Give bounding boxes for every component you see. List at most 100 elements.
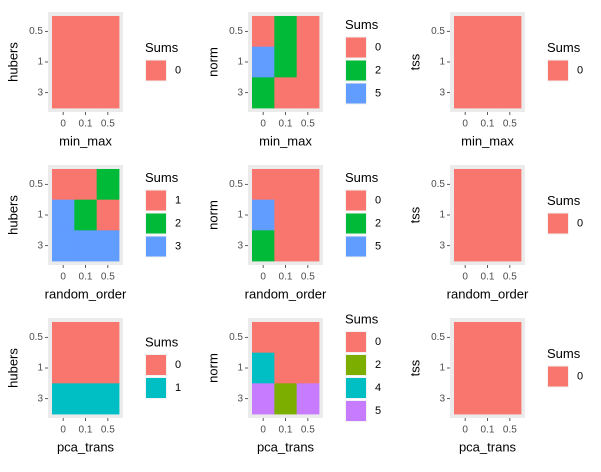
- x-axis-title: random_order: [45, 286, 127, 301]
- heatmap-tile: [296, 16, 320, 48]
- x-tick-label: 0.1: [481, 272, 495, 283]
- heatmap-tile: [476, 322, 500, 354]
- legend-swatch: [146, 60, 166, 81]
- heatmap-tile: [274, 352, 298, 384]
- heatmap-tile: [274, 169, 298, 201]
- heatmap-tile: [74, 169, 98, 201]
- y-axis-title: norm: [205, 200, 220, 230]
- heatmap-tile: [274, 383, 298, 415]
- y-tick-label: 0.5: [229, 332, 243, 343]
- heatmap-tile: [454, 352, 477, 384]
- heatmap-tile: [96, 77, 120, 109]
- heatmap-tile: [252, 322, 275, 354]
- y-axis-title: hubers: [5, 195, 20, 235]
- x-axis-title: min_max: [461, 133, 514, 148]
- legend-swatch: [346, 378, 366, 398]
- y-tick-label: 3: [37, 240, 43, 251]
- y-tick-label: 3: [237, 240, 243, 251]
- y-tick-label: 1: [439, 363, 445, 374]
- heatmap-tile: [296, 46, 320, 78]
- legend-label: 4: [375, 382, 381, 394]
- heatmap-tile: [498, 46, 522, 78]
- y-axis-title: tss: [407, 359, 422, 376]
- heatmap-tile: [498, 352, 522, 384]
- heatmap-tile: [476, 16, 500, 48]
- heatmap-tile: [296, 352, 320, 384]
- heatmap-tile: [74, 199, 98, 231]
- heatmap-tile: [296, 199, 320, 231]
- legend-label: 5: [375, 405, 381, 417]
- y-tick-label: 3: [37, 87, 43, 98]
- heatmap-tile: [296, 383, 320, 415]
- heatmap-tile: [74, 352, 98, 384]
- x-tick-label: 0: [60, 119, 66, 130]
- legend-swatch: [346, 60, 366, 81]
- heatmap-tile: [476, 383, 500, 415]
- legend-title: Sums: [145, 334, 179, 349]
- x-axis-title: pca_trans: [459, 439, 517, 454]
- heatmap-tile: [454, 77, 477, 109]
- heatmap-tile: [252, 169, 275, 201]
- y-tick-label: 3: [439, 87, 445, 98]
- heatmap-tile: [296, 322, 320, 354]
- x-tick-label: 0.1: [79, 272, 93, 283]
- x-tick-label: 0.5: [503, 425, 517, 436]
- legend-swatch: [346, 401, 366, 421]
- x-tick-label: 0: [260, 425, 266, 436]
- heatmap-tile: [476, 199, 500, 231]
- heatmap-tile: [252, 352, 275, 384]
- y-axis-title: norm: [205, 353, 220, 383]
- y-tick-label: 3: [37, 393, 43, 404]
- legend-title: Sums: [145, 170, 179, 185]
- heatmap-tile: [52, 199, 75, 231]
- x-tick-label: 0: [60, 272, 66, 283]
- y-axis-title: tss: [407, 53, 422, 70]
- y-tick-label: 1: [439, 57, 445, 68]
- heatmap-tile: [74, 16, 98, 48]
- legend-swatch: [346, 190, 366, 211]
- y-tick-label: 1: [237, 57, 243, 68]
- legend-label: 5: [375, 240, 381, 252]
- heatmap-tile: [454, 16, 477, 48]
- legend-swatch: [146, 355, 166, 375]
- legend-swatch: [346, 213, 366, 234]
- heatmap-tile: [274, 77, 298, 109]
- legend-swatch: [548, 60, 568, 81]
- heatmap-tile: [252, 46, 275, 78]
- legend-swatch: [548, 366, 568, 387]
- y-tick-label: 1: [439, 210, 445, 221]
- x-tick-label: 0.5: [301, 272, 315, 283]
- y-tick-label: 0.5: [431, 179, 445, 190]
- x-axis-title: random_order: [245, 286, 327, 301]
- heatmap-tile: [52, 322, 75, 354]
- legend-label: 2: [375, 359, 381, 371]
- legend-swatch: [346, 236, 366, 257]
- legend-label: 1: [175, 194, 181, 206]
- heatmap-tile: [476, 230, 500, 262]
- heatmap-tile: [52, 169, 75, 201]
- x-tick-label: 0.1: [279, 272, 293, 283]
- heatmap-tile: [52, 352, 75, 384]
- heatmap-tile: [296, 230, 320, 262]
- heatmap-tile: [96, 16, 120, 48]
- heatmap-tile: [52, 46, 75, 78]
- legend-label: 2: [175, 217, 181, 229]
- y-axis-title: tss: [407, 206, 422, 223]
- y-tick-label: 0.5: [431, 26, 445, 37]
- heatmap-tile: [498, 230, 522, 262]
- legend-label: 0: [375, 41, 381, 53]
- legend-title: Sums: [547, 193, 581, 208]
- legend-swatch: [346, 332, 366, 352]
- y-axis-title: norm: [205, 47, 220, 77]
- x-tick-label: 0: [462, 425, 468, 436]
- y-tick-label: 3: [439, 393, 445, 404]
- legend-label: 0: [577, 370, 583, 382]
- x-tick-label: 0.5: [101, 425, 115, 436]
- y-tick-label: 0.5: [29, 332, 43, 343]
- heatmap-tile: [96, 169, 120, 201]
- x-tick-label: 0: [462, 119, 468, 130]
- y-tick-label: 3: [237, 87, 243, 98]
- y-axis-title: hubers: [5, 42, 20, 82]
- heatmap-tile: [252, 230, 275, 262]
- y-tick-label: 0.5: [29, 179, 43, 190]
